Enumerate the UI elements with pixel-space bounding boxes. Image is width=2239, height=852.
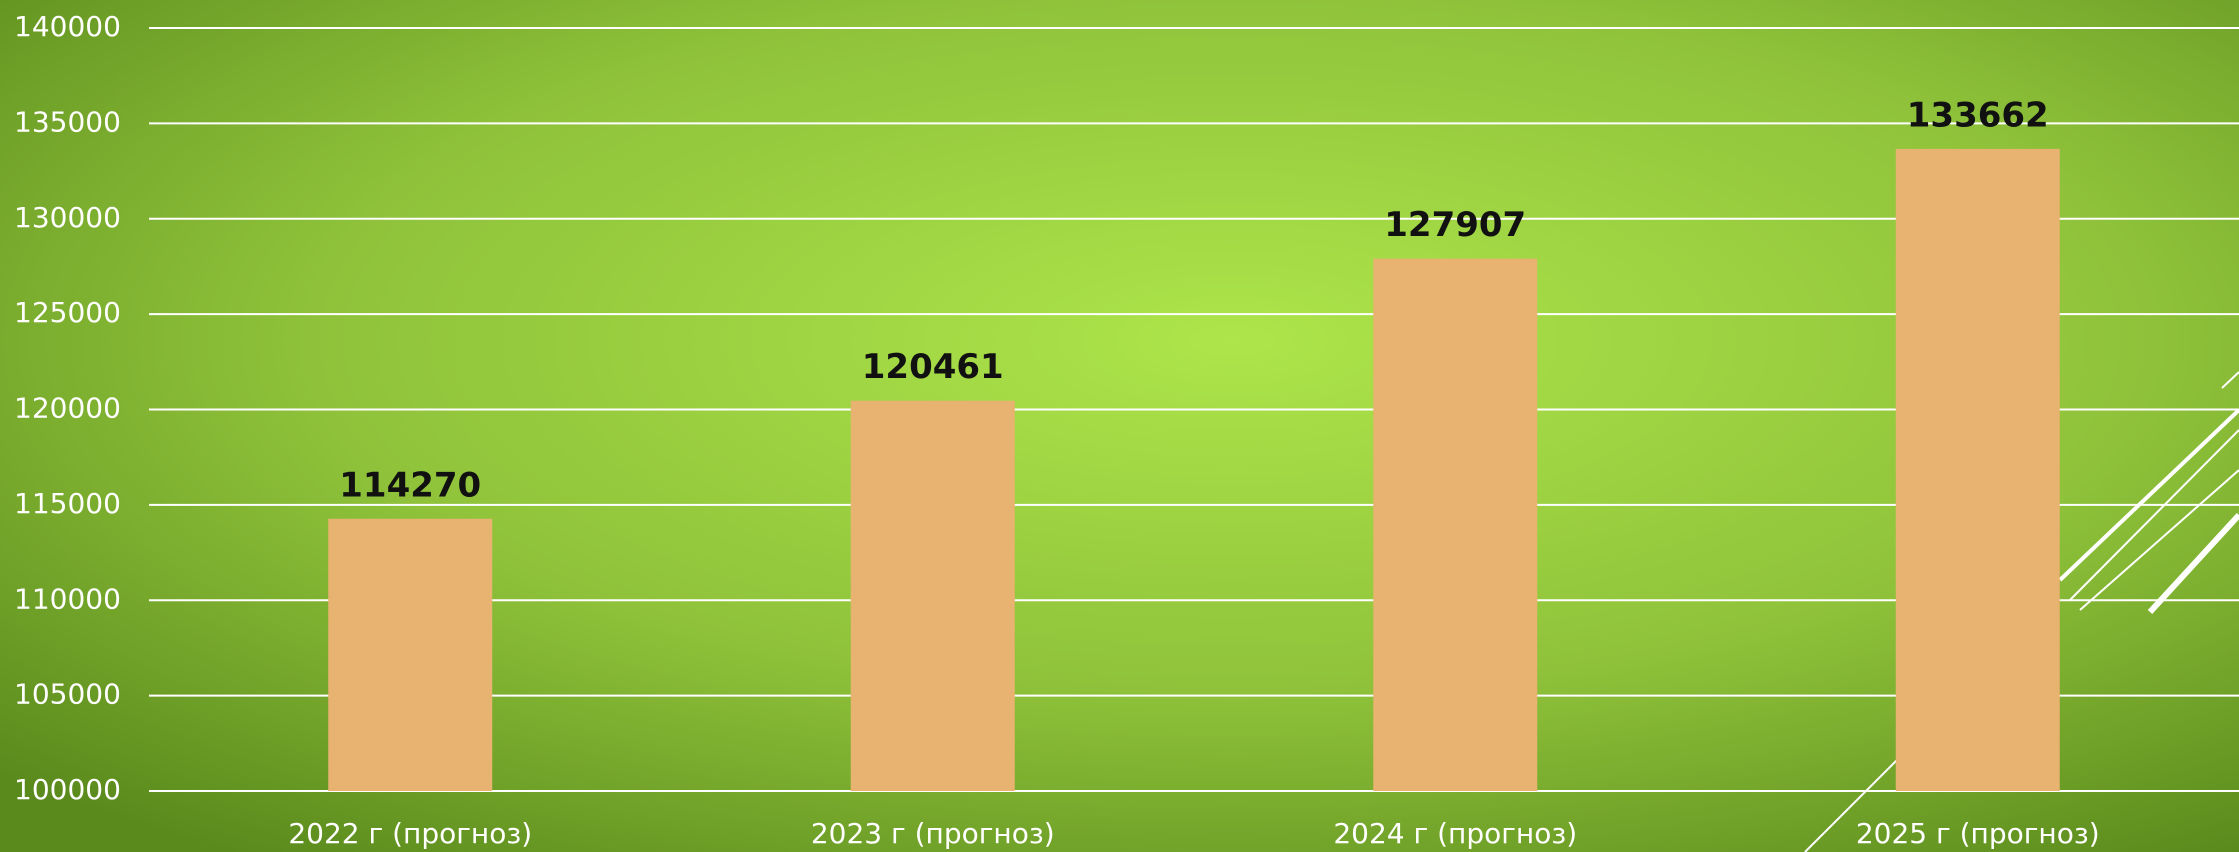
y-tick-label: 130000 [14, 201, 121, 234]
y-tick-label: 115000 [14, 487, 121, 520]
bar [1895, 148, 2060, 792]
x-tick-label: 2023 г (прогноз) [811, 817, 1055, 850]
x-tick-label: 2024 г (прогноз) [1333, 817, 1577, 850]
x-tick-label: 2022 г (прогноз) [288, 817, 532, 850]
data-label: 114270 [339, 465, 481, 505]
bar [850, 400, 1015, 791]
y-tick-label: 140000 [14, 10, 121, 43]
x-tick-label: 2025 г (прогноз) [1856, 817, 2100, 850]
y-tick-label: 120000 [14, 392, 121, 425]
y-tick-label: 105000 [14, 678, 121, 711]
bar [328, 518, 493, 791]
y-tick-label: 135000 [14, 105, 121, 138]
y-tick-label: 125000 [14, 296, 121, 329]
bar [1373, 258, 1538, 792]
plot-area: 100000 105000 110000 115000 120000 125000 1300… [14, 10, 2239, 850]
y-tick-label: 100000 [14, 773, 121, 806]
data-label: 127907 [1384, 205, 1526, 245]
data-label: 120461 [862, 347, 1004, 387]
decoration [1804, 371, 2239, 852]
y-tick-label: 110000 [14, 582, 121, 615]
data-label: 133662 [1907, 95, 2049, 135]
